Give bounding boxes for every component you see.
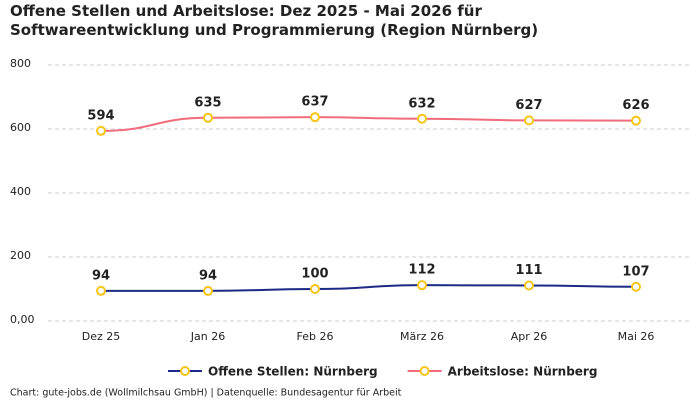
data-label: 632 bbox=[408, 96, 435, 111]
point bbox=[631, 281, 641, 292]
data-label: 627 bbox=[515, 98, 542, 113]
legend-marker bbox=[180, 366, 190, 376]
point bbox=[96, 125, 106, 136]
data-label: 626 bbox=[622, 98, 649, 113]
point bbox=[417, 113, 427, 124]
chart-title: Offene Stellen und Arbeitslose: Dez 2025… bbox=[10, 2, 539, 39]
y-tick-label: 800 bbox=[10, 57, 31, 70]
series-line bbox=[100, 116, 637, 132]
data-label: 94 bbox=[199, 268, 217, 283]
data-label: 94 bbox=[92, 268, 110, 283]
point bbox=[631, 115, 641, 126]
point bbox=[96, 285, 106, 296]
data-label: 111 bbox=[515, 263, 542, 278]
series-line bbox=[100, 284, 637, 292]
point bbox=[417, 280, 427, 291]
y-tick-label: 400 bbox=[10, 185, 31, 198]
legend-label: Offene Stellen: Nürnberg bbox=[208, 365, 378, 379]
source: Chart: gute-jobs.de (Wollmilchsau GmbH) … bbox=[10, 388, 402, 399]
point bbox=[524, 115, 534, 126]
x-tick-label: Jan 26 bbox=[190, 330, 225, 343]
point bbox=[203, 285, 213, 296]
data-label: 594 bbox=[87, 108, 114, 123]
y-tick-label: 0,00 bbox=[10, 313, 35, 326]
x-tick-label: Apr 26 bbox=[511, 330, 548, 343]
data-label: 107 bbox=[622, 264, 649, 279]
point bbox=[310, 112, 320, 123]
data-label: 637 bbox=[301, 95, 328, 110]
y-tick-label: 600 bbox=[10, 121, 31, 134]
data-label: 112 bbox=[408, 263, 435, 278]
data-label: 100 bbox=[301, 267, 328, 282]
y-tick-label: 200 bbox=[10, 249, 31, 262]
data-label: 635 bbox=[194, 95, 221, 110]
x-tick-label: Feb 26 bbox=[297, 330, 334, 343]
point bbox=[310, 284, 320, 294]
x-tick-label: März 26 bbox=[400, 330, 444, 343]
legend-label: Arbeitslose: Nürnberg bbox=[448, 365, 598, 379]
x-tick-label: Mai 26 bbox=[618, 330, 655, 343]
x-tick-label: Dez 25 bbox=[82, 330, 121, 343]
point bbox=[203, 112, 213, 123]
legend-marker bbox=[419, 366, 430, 376]
point bbox=[524, 280, 534, 291]
